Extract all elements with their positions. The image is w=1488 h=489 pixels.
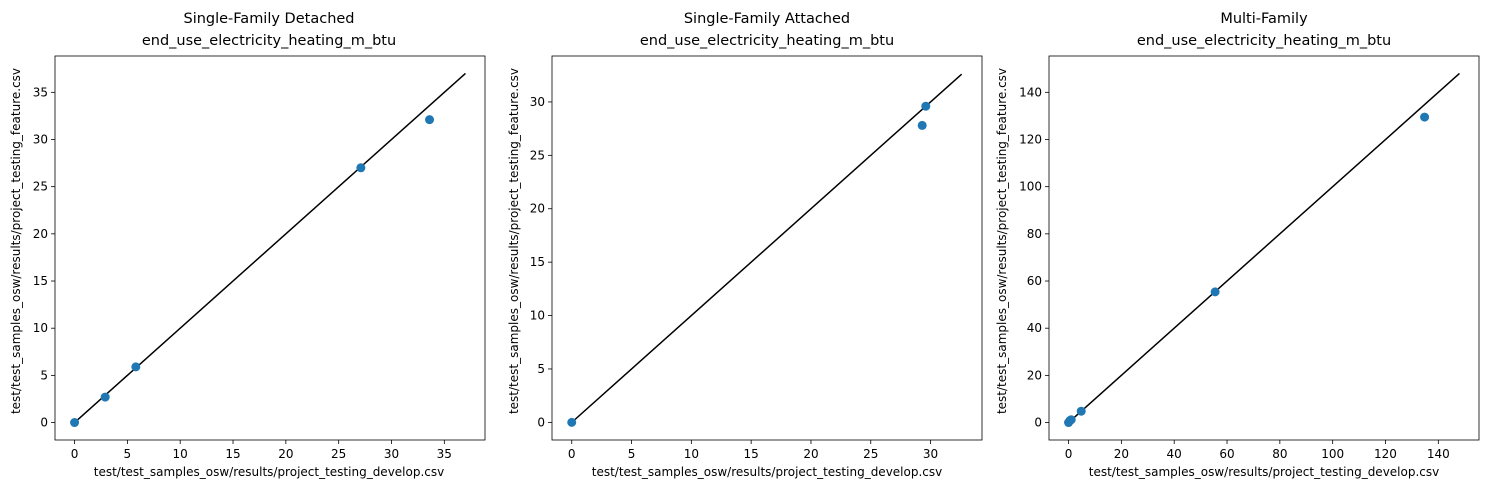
y-tick-label: 25 xyxy=(530,148,545,162)
data-point xyxy=(1076,406,1086,416)
data-point xyxy=(425,115,435,125)
subplot-0: Single-Family Detached end_use_electrici… xyxy=(9,11,486,479)
reference-line xyxy=(1068,72,1460,424)
x-tick-label: 15 xyxy=(744,447,759,461)
x-tick-label: 40 xyxy=(1167,447,1182,461)
y-tick-label: 20 xyxy=(530,202,545,216)
y-tick-label: 20 xyxy=(33,227,48,241)
y-tick-label: 5 xyxy=(537,362,545,376)
x-tick-label: 10 xyxy=(173,447,188,461)
x-tick-label: 20 xyxy=(803,447,818,461)
x-tick-label: 80 xyxy=(1272,447,1287,461)
y-axis-label: test/test_samples_osw/results/project_te… xyxy=(507,68,521,414)
x-tick-label: 20 xyxy=(1114,447,1129,461)
data-point xyxy=(1210,287,1220,297)
x-tick-label: 25 xyxy=(331,447,346,461)
y-tick-label: 0 xyxy=(40,416,48,430)
x-tick-label: 15 xyxy=(225,447,240,461)
chart-title: Multi-Family xyxy=(1220,11,1308,27)
y-tick-label: 0 xyxy=(1034,416,1042,430)
x-tick-label: 0 xyxy=(1065,447,1073,461)
y-tick-label: 30 xyxy=(530,95,545,109)
reference-line xyxy=(74,72,466,424)
y-tick-label: 10 xyxy=(33,321,48,335)
chart-subtitle: end_use_electricity_heating_m_btu xyxy=(640,33,894,49)
axes-frame xyxy=(54,55,486,441)
x-tick-label: 10 xyxy=(684,447,699,461)
x-tick-label: 25 xyxy=(863,447,878,461)
y-tick-label: 40 xyxy=(1027,321,1042,335)
x-axis-label: test/test_samples_osw/results/project_te… xyxy=(592,465,943,479)
y-axis-label: test/test_samples_osw/results/project_te… xyxy=(9,68,23,414)
x-tick-label: 140 xyxy=(1427,447,1450,461)
subplot-1: Single-Family Attached end_use_electrici… xyxy=(507,11,983,479)
data-point xyxy=(100,392,110,402)
reference-line xyxy=(571,73,963,423)
subplot-2: Multi-Family end_use_electricity_heating… xyxy=(995,11,1480,479)
x-tick-label: 30 xyxy=(384,447,399,461)
data-point xyxy=(1420,112,1430,122)
x-tick-label: 5 xyxy=(628,447,636,461)
data-point xyxy=(1066,415,1076,425)
y-tick-label: 15 xyxy=(33,274,48,288)
y-axis-label: test/test_samples_osw/results/project_te… xyxy=(995,68,1009,414)
chart-subtitle: end_use_electricity_heating_m_btu xyxy=(1137,33,1391,49)
chart-subtitle: end_use_electricity_heating_m_btu xyxy=(142,33,396,49)
x-tick-label: 5 xyxy=(124,447,132,461)
y-tick-label: 20 xyxy=(1027,368,1042,382)
x-tick-label: 60 xyxy=(1219,447,1234,461)
axes-frame xyxy=(1048,55,1480,441)
y-tick-label: 30 xyxy=(33,132,48,146)
x-tick-label: 100 xyxy=(1321,447,1344,461)
data-point xyxy=(921,101,931,111)
y-tick-label: 25 xyxy=(33,180,48,194)
data-point xyxy=(917,120,927,130)
data-point xyxy=(70,418,80,428)
y-tick-label: 35 xyxy=(33,85,48,99)
x-axis-label: test/test_samples_osw/results/project_te… xyxy=(94,465,445,479)
y-tick-label: 120 xyxy=(1019,132,1042,146)
y-tick-label: 0 xyxy=(537,415,545,429)
y-tick-label: 10 xyxy=(530,309,545,323)
x-tick-label: 0 xyxy=(568,447,576,461)
x-tick-label: 35 xyxy=(437,447,452,461)
data-point xyxy=(356,163,366,173)
y-tick-label: 80 xyxy=(1027,227,1042,241)
x-tick-label: 30 xyxy=(923,447,938,461)
axes-frame xyxy=(551,55,983,441)
plot-area: 0 5 10 15 20 25 30 35 0 5 10 15 20 25 30 35 xyxy=(33,55,486,461)
y-tick-label: 140 xyxy=(1019,85,1042,99)
plot-area: 0 20 40 60 80 100 120 140 0 20 40 60 80 100 120 140 xyxy=(1019,55,1480,461)
y-tick-label: 5 xyxy=(40,368,48,382)
y-tick-label: 15 xyxy=(530,255,545,269)
y-tick-label: 100 xyxy=(1019,180,1042,194)
data-point xyxy=(567,417,577,427)
x-tick-label: 20 xyxy=(278,447,293,461)
x-tick-label: 0 xyxy=(71,447,79,461)
chart-title: Single-Family Attached xyxy=(684,11,850,27)
data-point xyxy=(131,362,141,372)
x-axis-label: test/test_samples_osw/results/project_te… xyxy=(1089,465,1440,479)
y-tick-label: 60 xyxy=(1027,274,1042,288)
x-tick-label: 120 xyxy=(1374,447,1397,461)
plot-area: 0 5 10 15 20 25 30 0 5 10 15 20 25 30 xyxy=(530,55,983,461)
chart-title: Single-Family Detached xyxy=(183,11,354,27)
